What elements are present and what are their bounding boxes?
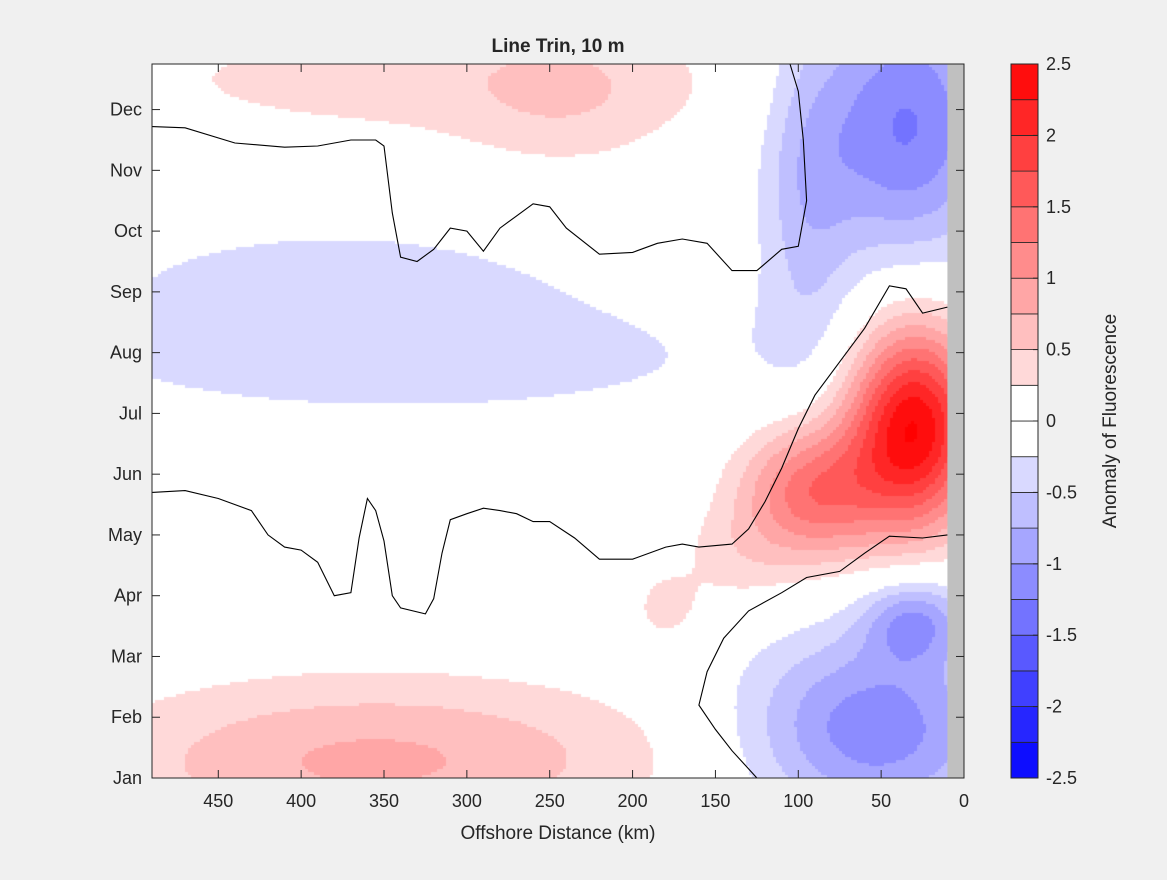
colorbar-segment [1010,313,1039,350]
chart-title: Line Trin, 10 m [491,36,624,57]
colorbar-tick-label: -2.5 [1046,768,1077,788]
y-tick-label: Aug [110,343,142,363]
x-axis: 450 400 350 300 250 200 150 100 50 0 [203,64,969,811]
y-tick-label: Feb [111,707,142,727]
contour-middle [151,285,948,615]
colorbar-segment [1010,420,1039,458]
y-tick-label: Mar [111,646,142,666]
colorbar-segment [1010,349,1039,386]
colorbar-segment [1010,527,1039,565]
colorbar-segment [1010,134,1039,172]
axes-frame [151,63,965,779]
colorbar-segment [1010,206,1039,243]
x-tick-label: 150 [700,791,730,811]
colorbar-segment [1010,563,1039,600]
no-data-strip [947,64,964,778]
x-tick-label: 450 [203,791,233,811]
colorbar-segment [1010,277,1039,315]
y-tick-label: Dec [110,100,142,120]
y-tick-label: Jul [119,403,142,423]
colorbar-tick-label: -1.5 [1046,625,1077,645]
colorbar-segment [1010,670,1039,708]
colorbar-segment [1010,384,1039,422]
anomaly-field [152,64,964,778]
colorbar-segment [1010,99,1039,136]
colorbar-tick-label: 1.5 [1046,197,1071,217]
colorbar-tick-label: 2 [1046,125,1056,145]
colorbar-segment [1010,706,1039,743]
colorbar-segment [1010,741,1039,779]
colorbar-tick-label: 1 [1046,268,1056,288]
x-tick-label: 100 [783,791,813,811]
colorbar-segment [1010,63,1039,101]
plot-area [152,64,964,778]
y-tick-label: Nov [110,160,142,180]
x-tick-label: 50 [871,791,891,811]
contour-lower [698,534,948,779]
colorbar-segment [1010,599,1039,636]
x-tick-label: 300 [452,791,482,811]
y-tick-label: Oct [114,221,142,241]
y-tick-label: Jun [113,464,142,484]
colorbar-segment [1010,170,1039,208]
y-tick-label: May [108,525,142,545]
x-tick-label: 200 [618,791,648,811]
colorbar-tick-label: 2.5 [1046,54,1071,74]
x-tick-label: 0 [959,791,969,811]
colorbar-label: Anomaly of Fluorescence [1100,314,1121,528]
x-tick-label: 400 [286,791,316,811]
colorbar-segment [1010,242,1039,279]
colorbar: 2.5 2 1.5 1 0.5 0 -0.5 -1 -1.5 -2 -2.5 [1010,54,1077,788]
colorbar-tick-label: 0.5 [1046,340,1071,360]
y-axis: Jan Feb Mar Apr May Jun Jul Aug Sep Oct Nov Dec [108,100,964,788]
zero-contours [151,63,948,779]
contour-upper [151,63,808,272]
y-tick-label: Jan [113,768,142,788]
colorbar-segment [1010,491,1039,529]
x-axis-label: Offshore Distance (km) [461,823,656,844]
x-tick-label: 350 [369,791,399,811]
y-tick-label: Sep [110,282,142,302]
y-tick-label: Apr [114,586,142,606]
x-tick-label: 250 [535,791,565,811]
colorbar-tick-label: -2 [1046,697,1062,717]
colorbar-tick-label: 0 [1046,411,1056,431]
colorbar-segment [1010,456,1039,493]
colorbar-segment [1010,634,1039,672]
colorbar-tick-label: -0.5 [1046,482,1077,502]
colorbar-tick-label: -1 [1046,554,1062,574]
